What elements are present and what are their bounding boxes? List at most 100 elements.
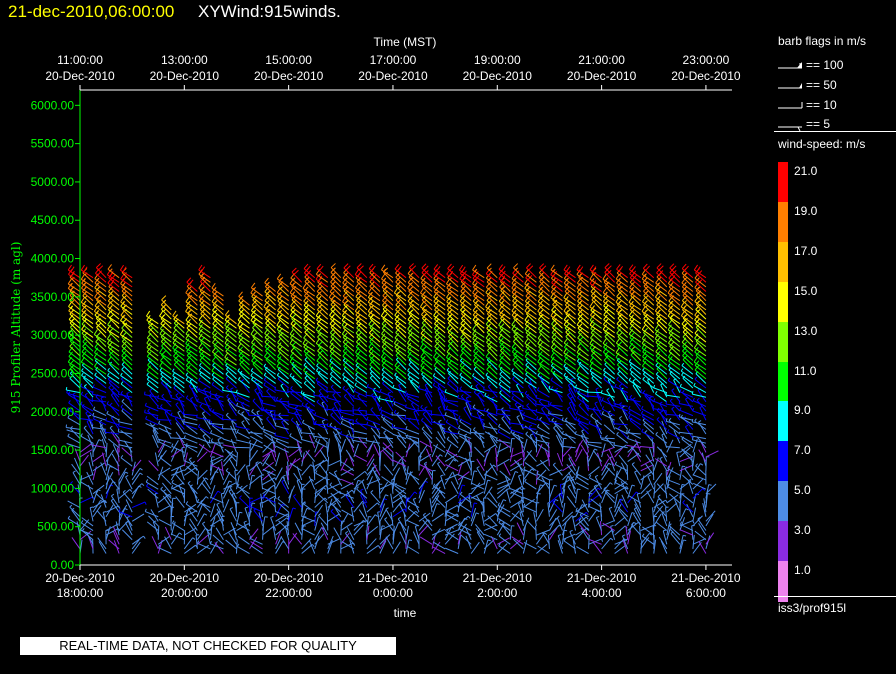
- wind-barb-feather: [637, 492, 641, 495]
- wind-barb: [552, 501, 563, 513]
- wind-barb-feather: [67, 283, 72, 289]
- wind-barb: [489, 463, 498, 476]
- wind-barb-feather: [344, 286, 348, 290]
- wind-barb-feather: [290, 417, 294, 421]
- wind-barb: [489, 435, 498, 449]
- wind-barb: [435, 455, 446, 467]
- wind-barb-feather: [279, 314, 282, 318]
- wind-barb-feather: [593, 295, 596, 299]
- wind-barb-feather: [280, 286, 283, 290]
- wind-barb: [486, 378, 498, 389]
- wind-barb: [512, 373, 524, 384]
- wind-barb: [92, 500, 102, 513]
- wind-barb: [291, 363, 303, 375]
- wind-barb: [631, 463, 642, 476]
- wind-barb: [408, 276, 420, 288]
- wind-barb: [564, 291, 576, 302]
- wind-barb-feather: [477, 392, 481, 395]
- wind-barb: [431, 454, 441, 467]
- wind-barb-feather: [589, 301, 594, 308]
- wind-barb: [535, 532, 545, 545]
- wind-barb: [433, 301, 446, 311]
- wind-barb: [643, 318, 655, 329]
- wind-barb-feather: [281, 503, 285, 507]
- wind-barb: [231, 420, 237, 435]
- wind-barb: [629, 342, 642, 352]
- wind-barb-feather: [513, 287, 517, 291]
- wind-barb: [590, 337, 602, 348]
- wind-barb: [568, 476, 576, 490]
- wind-barb: [120, 457, 133, 467]
- wind-barb: [251, 296, 263, 306]
- wind-barb: [302, 528, 315, 536]
- wind-barb: [68, 269, 81, 279]
- wind-barb: [420, 306, 433, 315]
- wind-barb: [642, 301, 655, 311]
- wind-barb: [382, 308, 394, 320]
- wind-barb: [314, 504, 323, 518]
- wind-barb: [316, 382, 329, 393]
- wind-barb: [526, 450, 537, 462]
- wind-barb: [307, 425, 316, 439]
- wind-barb: [86, 471, 94, 485]
- wind-barb: [486, 396, 498, 407]
- wind-barb-feather: [173, 351, 178, 357]
- wind-barb: [524, 370, 537, 380]
- wind-barb: [316, 268, 329, 279]
- wind-barb-feather: [108, 346, 114, 352]
- wind-barb: [602, 408, 615, 417]
- wind-barb: [92, 386, 107, 394]
- wind-barb: [604, 363, 615, 375]
- wind-barb: [394, 347, 407, 357]
- wind-barb: [643, 322, 655, 334]
- wind-barb: [343, 364, 355, 375]
- wind-barb-feather: [146, 483, 149, 487]
- wind-barb: [68, 337, 81, 348]
- wind-barb: [578, 276, 589, 288]
- wind-barb-feather: [443, 428, 446, 432]
- wind-barb-feather: [447, 426, 451, 430]
- wind-barb: [200, 313, 211, 325]
- wind-barb-feather: [355, 328, 361, 334]
- wind-barb-feather: [276, 320, 281, 326]
- wind-barb: [485, 273, 498, 283]
- wind-barb: [592, 450, 603, 462]
- wind-barb: [433, 296, 446, 306]
- wind-barb-feather: [289, 328, 294, 335]
- wind-barb: [577, 291, 589, 302]
- wind-barb-feather: [601, 397, 604, 401]
- wind-barb-feather: [563, 314, 569, 321]
- wind-barb-feather: [515, 471, 519, 474]
- wind-barb-feather: [305, 314, 309, 318]
- wind-barb: [589, 361, 602, 371]
- wind-barb-feather: [227, 314, 231, 318]
- wind-barb: [524, 310, 537, 320]
- wind-barb: [394, 268, 407, 279]
- wind-barb: [485, 323, 498, 334]
- wind-barb-feather: [250, 372, 253, 377]
- wind-barb-feather: [553, 286, 557, 290]
- wind-barb: [287, 461, 290, 476]
- wind-barb: [185, 374, 198, 384]
- wind-barb: [589, 278, 602, 288]
- wind-barb-feather: [205, 477, 209, 481]
- wind-barb: [160, 406, 172, 416]
- wind-barb-feather: [499, 371, 503, 375]
- wind-barb: [525, 364, 537, 375]
- wind-barb: [286, 521, 290, 536]
- wind-barb: [160, 378, 172, 389]
- wind-barb-feather: [370, 407, 374, 410]
- wind-barb: [575, 390, 589, 398]
- wind-barb-feather: [535, 394, 538, 398]
- wind-barb: [640, 488, 652, 499]
- wind-barb: [342, 388, 355, 398]
- wind-barb-feather: [392, 384, 395, 388]
- wind-barb: [536, 477, 550, 486]
- wind-barb: [459, 365, 472, 375]
- wind-barb: [161, 474, 172, 485]
- wind-barb: [589, 343, 602, 352]
- wind-barb: [342, 282, 355, 292]
- wind-barb-feather: [344, 282, 348, 286]
- wind-barb-feather: [626, 486, 629, 490]
- wind-barb: [210, 543, 224, 550]
